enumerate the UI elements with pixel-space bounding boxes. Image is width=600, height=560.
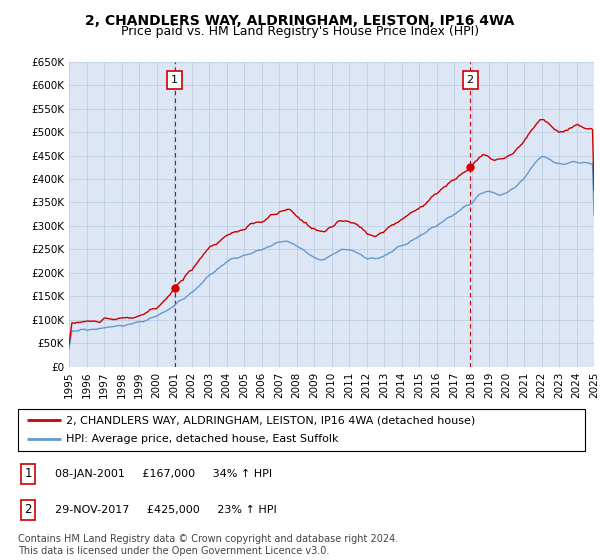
Text: 2, CHANDLERS WAY, ALDRINGHAM, LEISTON, IP16 4WA (detached house): 2, CHANDLERS WAY, ALDRINGHAM, LEISTON, I… <box>66 415 475 425</box>
Text: HPI: Average price, detached house, East Suffolk: HPI: Average price, detached house, East… <box>66 435 338 445</box>
Text: 29-NOV-2017     £425,000     23% ↑ HPI: 29-NOV-2017 £425,000 23% ↑ HPI <box>55 505 277 515</box>
Text: 1: 1 <box>171 76 178 85</box>
Text: 2: 2 <box>467 76 473 85</box>
Text: Contains HM Land Registry data © Crown copyright and database right 2024.
This d: Contains HM Land Registry data © Crown c… <box>18 534 398 556</box>
FancyBboxPatch shape <box>18 409 585 451</box>
Text: 2: 2 <box>25 503 32 516</box>
Text: 08-JAN-2001     £167,000     34% ↑ HPI: 08-JAN-2001 £167,000 34% ↑ HPI <box>55 469 272 479</box>
Text: 2, CHANDLERS WAY, ALDRINGHAM, LEISTON, IP16 4WA: 2, CHANDLERS WAY, ALDRINGHAM, LEISTON, I… <box>85 14 515 28</box>
Text: Price paid vs. HM Land Registry's House Price Index (HPI): Price paid vs. HM Land Registry's House … <box>121 25 479 38</box>
Text: 1: 1 <box>25 467 32 480</box>
